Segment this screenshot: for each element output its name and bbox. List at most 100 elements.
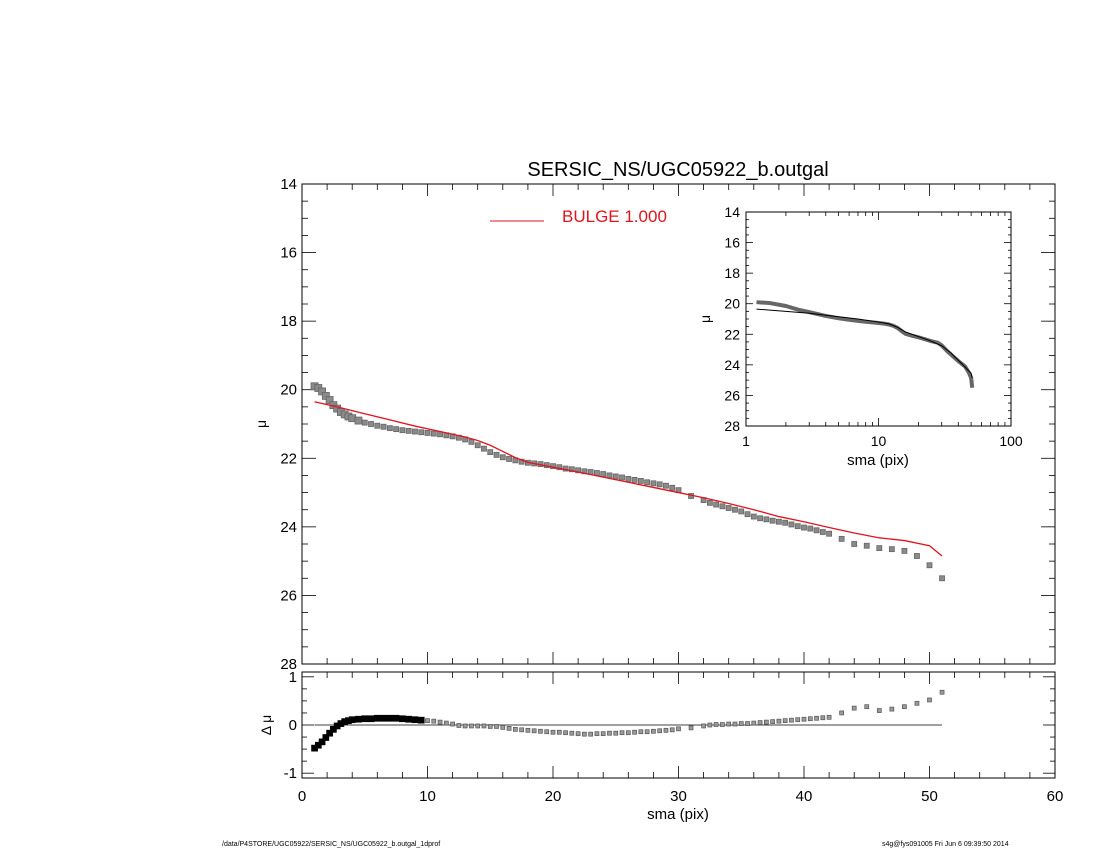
data-point: [354, 416, 363, 425]
residual-point: [826, 714, 832, 720]
data-point: [807, 525, 814, 532]
x-tick-label: 20: [545, 788, 562, 805]
residual-point: [632, 729, 637, 735]
data-point: [412, 428, 418, 435]
residual-point: [538, 728, 543, 734]
residual-point: [782, 718, 788, 724]
x-tick-label: 60: [1047, 788, 1064, 805]
x-tick-label: 50: [921, 788, 938, 805]
residual-point: [481, 723, 487, 729]
data-point: [706, 499, 713, 506]
residual-point: [600, 731, 606, 737]
data-point: [506, 456, 512, 462]
main-y-tick-label: 14: [280, 176, 297, 193]
inset-x-tick-label: 100: [999, 433, 1023, 449]
residual-point: [776, 718, 782, 724]
data-point: [418, 429, 425, 436]
main-y-tick-label: 16: [280, 245, 297, 262]
residual-point: [450, 721, 455, 727]
main-y-tick-label: 20: [280, 382, 297, 399]
data-point: [468, 438, 475, 445]
residual-point: [770, 719, 775, 724]
data-point: [393, 426, 400, 433]
data-point: [788, 521, 795, 528]
data-point: [399, 427, 406, 434]
residual-panel: 10-10 10 20 30 40 50 60 Δ μ sma (pix): [258, 669, 1063, 823]
inset-x-tick-label: 10: [871, 433, 887, 449]
residual-point: [720, 722, 725, 727]
residual-point: [556, 729, 562, 735]
chart-title: SERSIC_NS/UGC05922_b.outgal: [527, 159, 828, 181]
data-point: [819, 529, 826, 535]
data-point: [568, 466, 575, 473]
data-point: [637, 478, 644, 484]
data-point: [876, 545, 883, 552]
inset-x-tick-label: 1: [742, 433, 750, 449]
residual-point: [569, 730, 575, 736]
residual-point: [795, 717, 801, 723]
data-point: [644, 479, 651, 486]
residual-point: [494, 724, 499, 729]
data-point: [757, 515, 763, 522]
residual-point: [506, 726, 512, 731]
data-point: [914, 553, 920, 559]
residual-y-tick-label: 0: [289, 717, 297, 734]
residual-point: [732, 721, 738, 727]
residual-point: [314, 741, 322, 749]
inset-x-axis-label: sma (pix): [847, 452, 909, 469]
residual-y-tick-label: -1: [284, 765, 297, 782]
residual-point: [625, 730, 631, 736]
residual-point: [487, 724, 493, 729]
data-point: [838, 535, 845, 542]
data-point: [794, 523, 801, 530]
residual-point: [607, 730, 612, 736]
residual-point: [939, 689, 945, 695]
residual-point: [443, 720, 449, 726]
residual-point: [519, 727, 524, 733]
data-point: [901, 547, 908, 554]
residual-point: [326, 729, 333, 737]
residual-point: [876, 708, 882, 713]
inset-y-tick-label: 16: [724, 235, 740, 251]
residual-point: [914, 700, 920, 706]
residual-point: [676, 726, 681, 732]
bulge-model-line: [314, 401, 943, 557]
residual-point: [927, 697, 932, 703]
residual-point: [701, 723, 706, 729]
residual-point: [456, 723, 462, 728]
inset-y-tick-label: 18: [724, 265, 740, 281]
data-point: [594, 470, 600, 476]
residual-y-axis-label: Δ μ: [258, 715, 274, 736]
data-point: [361, 419, 368, 426]
data-point: [612, 473, 619, 480]
data-point: [474, 442, 481, 449]
data-point: [619, 474, 625, 481]
x-axis-label: sma (pix): [647, 806, 709, 823]
residual-point: [663, 727, 669, 733]
residual-point: [475, 723, 481, 729]
residual-point: [512, 726, 518, 732]
main-y-tick-label: 28: [280, 656, 297, 673]
residual-point: [462, 723, 468, 729]
residual-point: [688, 725, 694, 731]
residual-point: [738, 721, 744, 726]
data-point: [625, 475, 632, 482]
data-point: [430, 430, 437, 437]
legend-label-bulge: BULGE 1.000: [562, 207, 667, 226]
inset-observed-profile: [756, 300, 975, 389]
residual-point: [751, 720, 757, 726]
residual-point: [411, 716, 419, 724]
residual-point: [582, 731, 587, 737]
residual-point: [544, 729, 550, 735]
residual-point: [431, 718, 437, 724]
residual-point: [669, 727, 675, 733]
inset-y-tick-label: 22: [724, 326, 740, 342]
residual-point: [386, 714, 394, 722]
residual-point: [437, 719, 443, 725]
residual-point: [348, 716, 356, 724]
data-point: [556, 464, 563, 471]
data-point: [368, 421, 374, 427]
data-point: [575, 467, 581, 474]
residual-point: [405, 715, 413, 723]
residual-point: [657, 728, 663, 734]
